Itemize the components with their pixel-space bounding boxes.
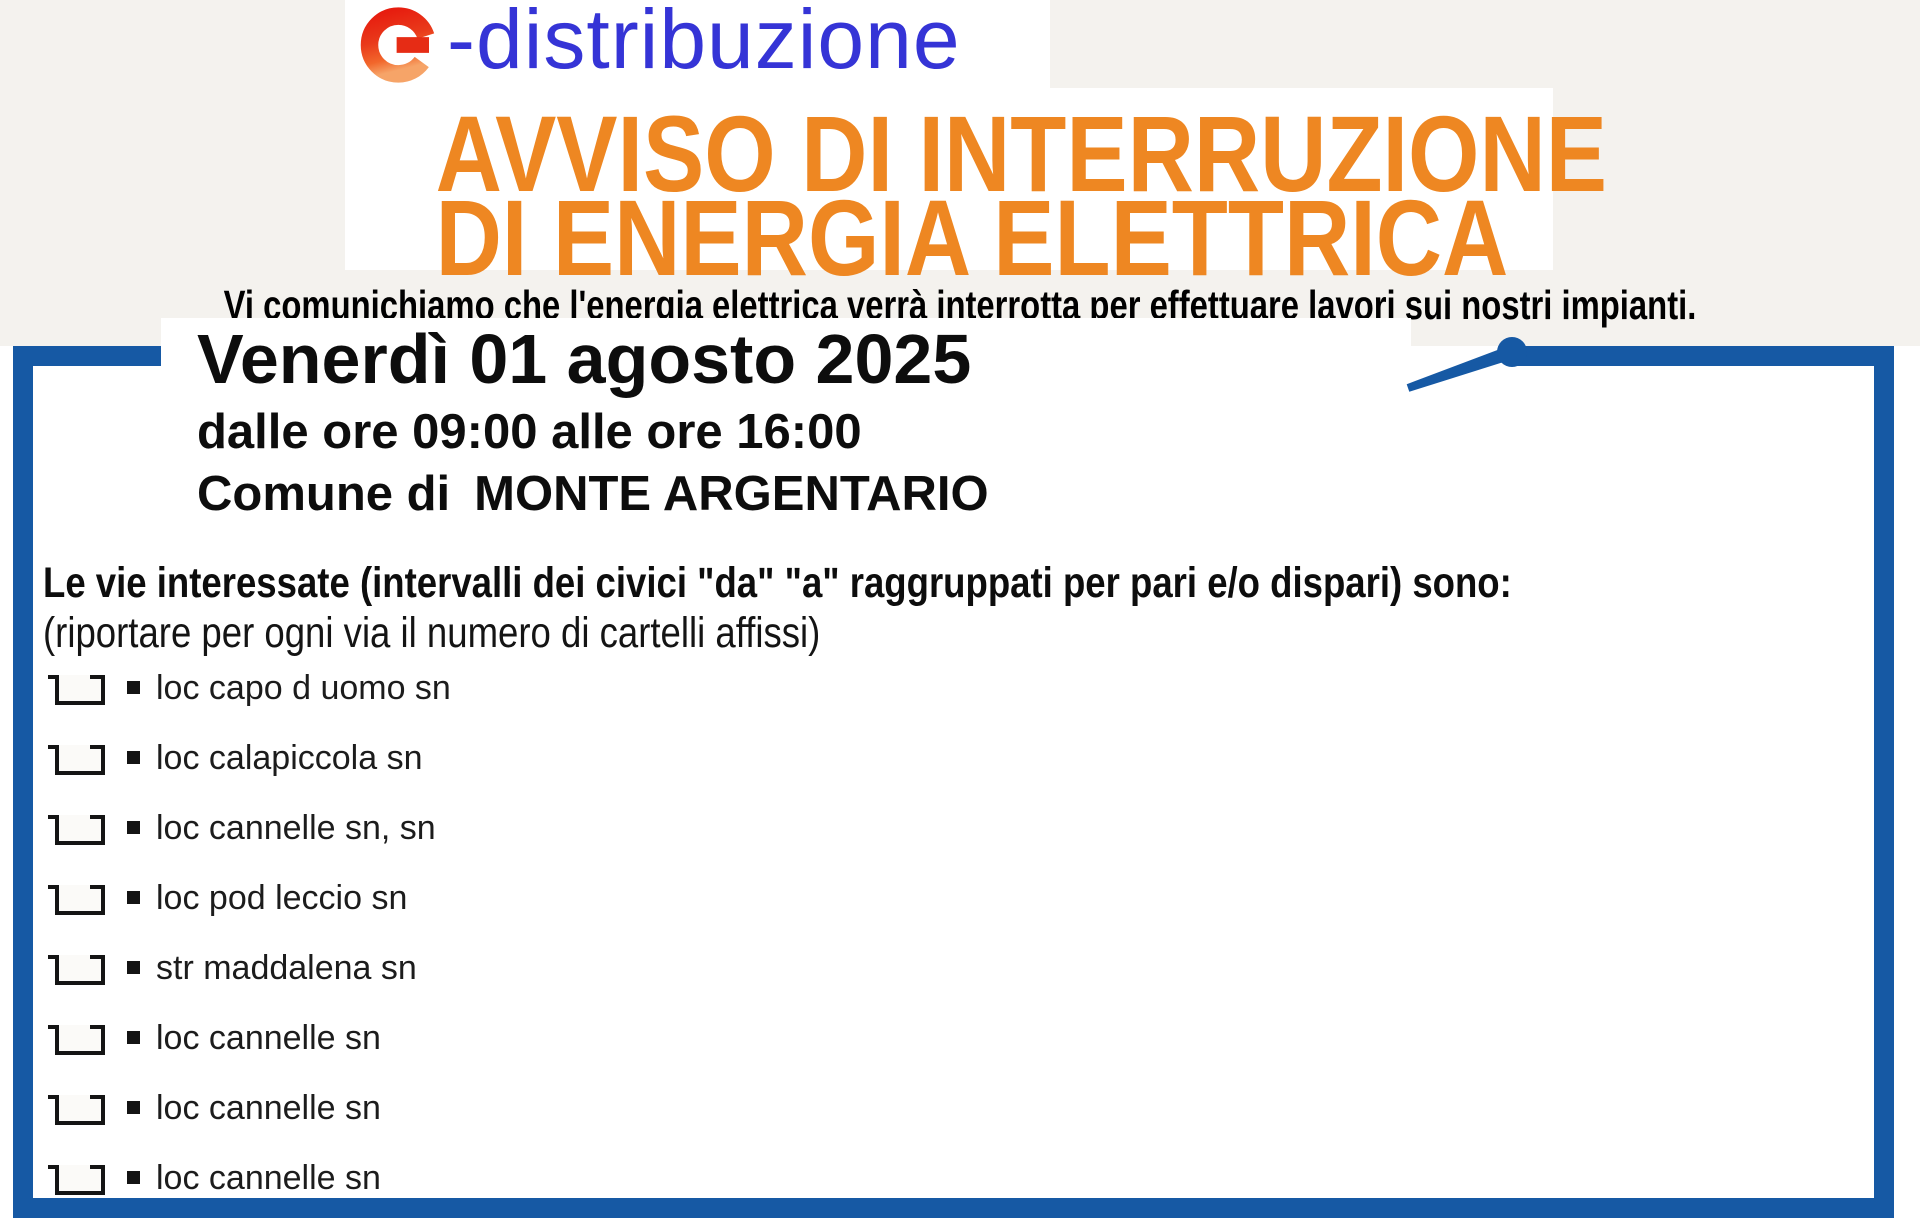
streets-intro-subheading: (riportare per ogni via il numero di car… xyxy=(43,609,821,657)
street-name: loc capo d uomo sn xyxy=(156,669,451,707)
square-bullet-icon xyxy=(127,891,140,904)
street-list-item: loc cannelle sn xyxy=(43,1005,1743,1075)
street-list-item: loc cannelle sn xyxy=(43,1075,1743,1145)
border-gap-cover xyxy=(161,318,1411,410)
box-border-top-right xyxy=(1508,346,1894,366)
street-name: loc calapiccola sn xyxy=(156,739,423,777)
square-bullet-icon xyxy=(127,681,140,694)
street-name: loc cannelle sn, sn xyxy=(156,809,436,847)
notice-box-background xyxy=(33,346,1874,1198)
poster-count-box-icon xyxy=(48,745,105,775)
interruption-date: Venerdì 01 agosto 2025 xyxy=(197,320,972,398)
street-list-item: loc pod leccio sn xyxy=(43,865,1743,935)
notice-title-line2: DI ENERGIA ELETTRICA xyxy=(435,177,1509,298)
interruption-time-range: dalle ore 09:00 alle ore 16:00 xyxy=(197,405,862,459)
street-name: loc pod leccio sn xyxy=(156,879,408,917)
poster-count-box-icon xyxy=(48,675,105,705)
box-border-top-left xyxy=(13,346,161,366)
enel-e-icon xyxy=(360,7,436,83)
square-bullet-icon xyxy=(127,961,140,974)
pushpin-icon xyxy=(1406,337,1527,392)
box-border-right xyxy=(1874,346,1894,1218)
notice-title: AVVISO DI INTERRUZIONE DI ENERGIA ELETTR… xyxy=(345,88,1607,292)
poster-count-box-icon xyxy=(48,1165,105,1195)
poster-count-box-icon xyxy=(48,1025,105,1055)
street-name: loc cannelle sn xyxy=(156,1159,381,1197)
box-border-left xyxy=(13,346,33,1218)
logo-brand-text: -distribuzione xyxy=(447,0,961,86)
poster-count-box-icon xyxy=(48,1095,105,1125)
street-list-item: loc capo d uomo sn xyxy=(43,655,1743,725)
comune-name: MONTE ARGENTARIO xyxy=(474,467,989,521)
street-list-item: loc cannelle sn xyxy=(43,1145,1743,1215)
streets-intro-heading: Le vie interessate (intervalli dei civic… xyxy=(43,559,1512,607)
poster-count-box-icon xyxy=(48,955,105,985)
street-name: loc cannelle sn xyxy=(156,1089,381,1127)
street-list-item: loc calapiccola sn xyxy=(43,725,1743,795)
square-bullet-icon xyxy=(127,1101,140,1114)
street-list-item: str maddalena sn xyxy=(43,935,1743,1005)
notice-title-line1: AVVISO DI INTERRUZIONE xyxy=(435,93,1607,214)
street-name: loc cannelle sn xyxy=(156,1019,381,1057)
square-bullet-icon xyxy=(127,751,140,764)
square-bullet-icon xyxy=(127,1031,140,1044)
box-border-bottom xyxy=(13,1198,1894,1218)
square-bullet-icon xyxy=(127,821,140,834)
street-list-item: loc cannelle sn, sn xyxy=(43,795,1743,865)
comune-line: Comune di MONTE ARGENTARIO xyxy=(197,470,989,519)
street-list: loc capo d uomo sn loc calapiccola sn lo… xyxy=(43,655,1743,1215)
comune-label: Comune di xyxy=(197,467,451,521)
square-bullet-icon xyxy=(127,1171,140,1184)
poster-count-box-icon xyxy=(48,885,105,915)
e-distribuzione-logo: -distribuzione xyxy=(345,0,1050,88)
street-name: str maddalena sn xyxy=(156,949,417,987)
poster-count-box-icon xyxy=(48,815,105,845)
